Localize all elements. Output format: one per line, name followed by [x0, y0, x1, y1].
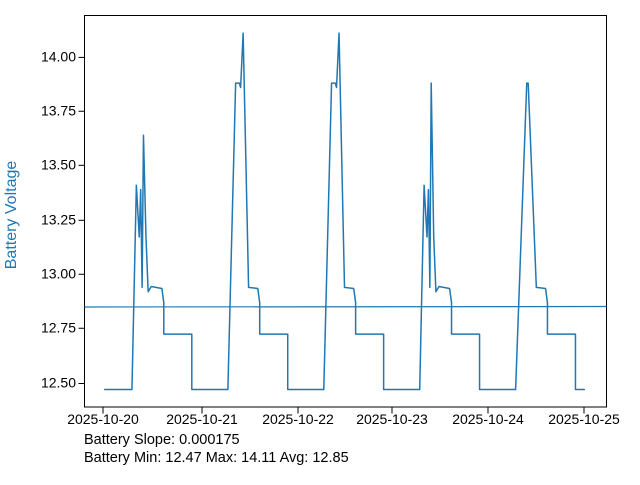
svg-text:2025-10-25: 2025-10-25 [548, 411, 620, 427]
svg-text:13.00: 13.00 [41, 266, 76, 282]
svg-text:2025-10-23: 2025-10-23 [356, 411, 428, 427]
svg-text:Battery Min: 12.47 Max: 14.11: Battery Min: 12.47 Max: 14.11 Avg: 12.85 [84, 450, 349, 466]
svg-text:13.25: 13.25 [41, 212, 76, 228]
svg-text:2025-10-22: 2025-10-22 [262, 411, 334, 427]
svg-text:Battery Voltage: Battery Voltage [3, 161, 20, 270]
svg-text:13.75: 13.75 [41, 103, 76, 119]
svg-text:2025-10-21: 2025-10-21 [166, 411, 238, 427]
svg-text:12.50: 12.50 [41, 375, 76, 391]
svg-text:Battery Slope: 0.000175: Battery Slope: 0.000175 [84, 432, 240, 448]
svg-text:2025-10-24: 2025-10-24 [452, 411, 524, 427]
svg-text:13.50: 13.50 [41, 157, 76, 173]
svg-text:2025-10-20: 2025-10-20 [67, 411, 139, 427]
svg-text:12.75: 12.75 [41, 320, 76, 336]
svg-text:14.00: 14.00 [41, 49, 76, 65]
